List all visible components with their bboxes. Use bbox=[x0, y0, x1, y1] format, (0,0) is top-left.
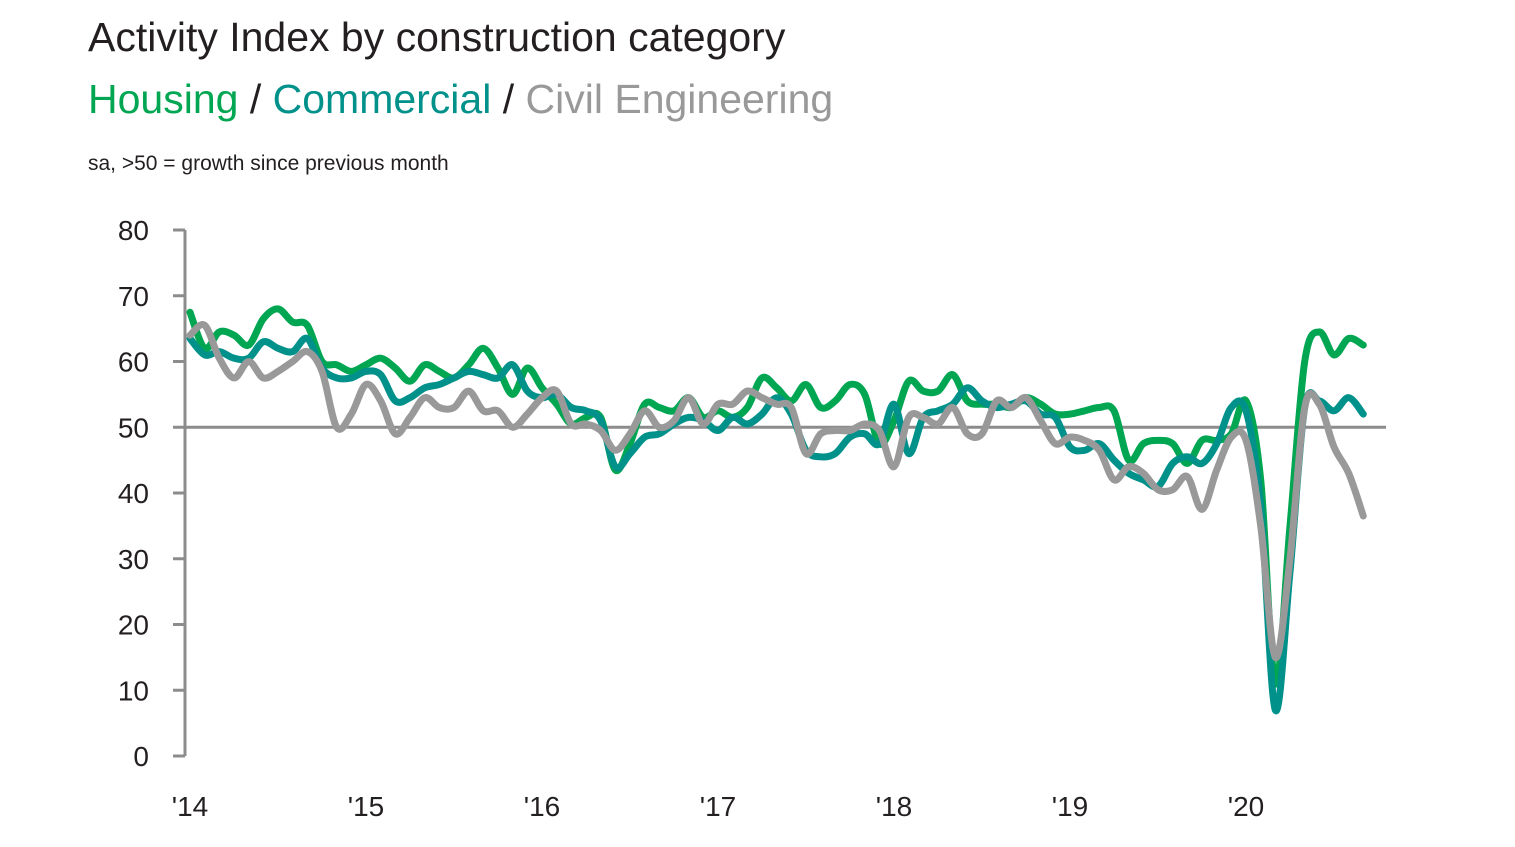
y-tick-label: 80 bbox=[118, 215, 149, 246]
y-tick-label: 70 bbox=[118, 281, 149, 312]
legend-separator: / bbox=[238, 76, 273, 122]
x-tick-label: '15 bbox=[348, 791, 385, 822]
x-tick-label: '17 bbox=[700, 791, 737, 822]
y-tick-label: 20 bbox=[118, 610, 149, 641]
x-tick-label: '14 bbox=[172, 791, 209, 822]
series-line-housing bbox=[186, 305, 1367, 688]
legend-separator: / bbox=[491, 76, 526, 122]
x-tick-label: '18 bbox=[876, 791, 913, 822]
y-tick-label: 60 bbox=[118, 347, 149, 378]
chart-note: sa, >50 = growth since previous month bbox=[88, 152, 449, 175]
y-tick-label: 30 bbox=[118, 544, 149, 575]
x-tick-label: '20 bbox=[1228, 791, 1265, 822]
chart-title: Activity Index by construction category bbox=[88, 14, 786, 60]
y-tick-label: 0 bbox=[133, 741, 149, 772]
y-tick-label: 10 bbox=[118, 675, 149, 706]
y-tick-label: 40 bbox=[118, 478, 149, 509]
series-line-civil-engineering bbox=[186, 321, 1367, 661]
x-tick-label: '19 bbox=[1052, 791, 1089, 822]
legend-commercial: Commercial bbox=[272, 76, 492, 122]
series-line-commercial bbox=[186, 334, 1367, 715]
x-tick-label: '16 bbox=[524, 791, 561, 822]
legend-housing: Housing bbox=[88, 76, 239, 122]
legend-civil-engineering: Civil Engineering bbox=[525, 76, 834, 122]
y-tick-label: 50 bbox=[118, 412, 149, 443]
chart-subtitle: Housing / Commercial / Civil Engineering bbox=[88, 76, 833, 123]
